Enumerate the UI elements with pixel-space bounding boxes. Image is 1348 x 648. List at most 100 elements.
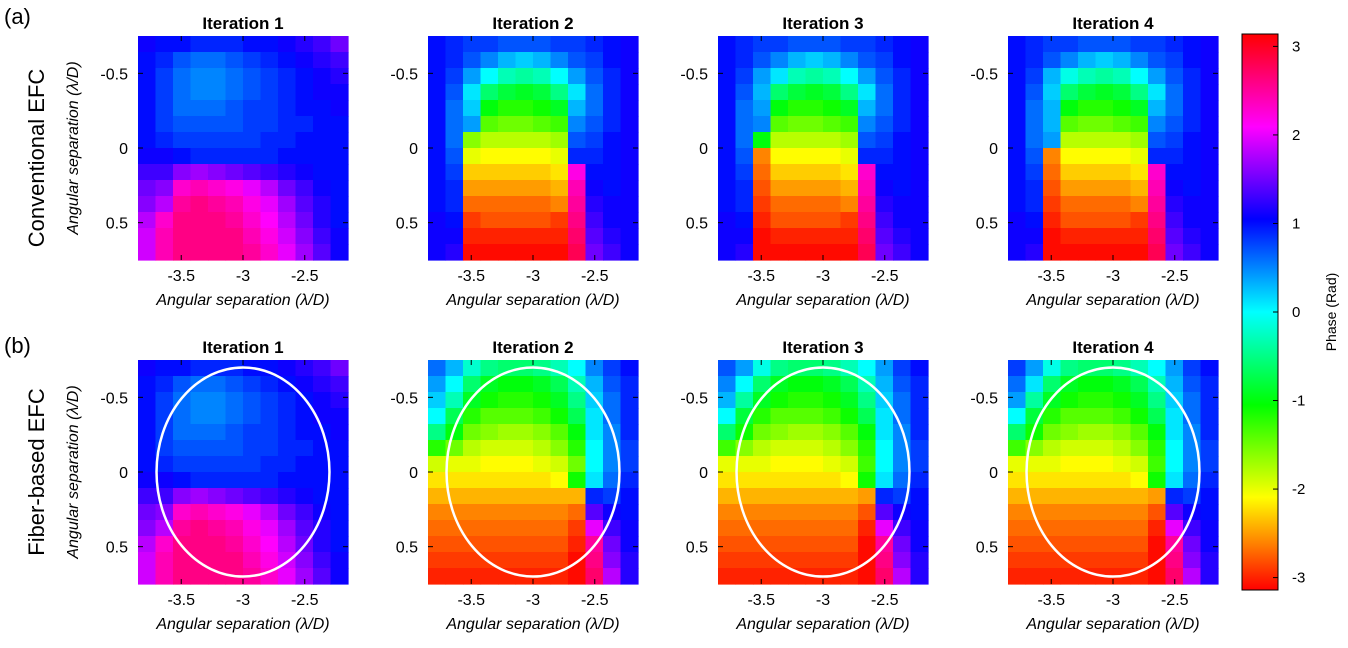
heatmap-cell — [805, 84, 824, 101]
heatmap-cell — [718, 552, 737, 569]
panels-group: -3.5 -3 -2.5 -0.5 0 0.5 Iteration 1 Angular sep… — [65, 14, 1219, 633]
heatmap-cell — [243, 472, 262, 489]
heatmap-cell — [533, 520, 552, 537]
heatmap-cell — [1025, 392, 1044, 409]
heatmap-cell — [190, 180, 209, 197]
heatmap-cell — [1095, 180, 1114, 197]
heatmap-cell — [260, 212, 279, 229]
heatmap-cell — [515, 488, 534, 505]
heatmap-cell — [243, 180, 262, 197]
heatmap-cell — [585, 472, 604, 489]
heatmap-cell — [620, 36, 639, 53]
heatmap-cell — [225, 520, 244, 537]
heatmap-cell — [498, 440, 517, 457]
heatmap-cell — [1200, 568, 1219, 585]
heatmap-cell — [428, 504, 447, 521]
heatmap-cell — [295, 456, 314, 473]
heatmap-cell — [875, 408, 894, 425]
heatmap-cell — [1165, 196, 1184, 213]
heatmap-cell — [875, 504, 894, 521]
heatmap-cell — [498, 504, 517, 521]
heatmap-cell — [480, 228, 499, 245]
heatmap-cell — [498, 180, 517, 197]
heatmap-cell — [498, 472, 517, 489]
heatmap-cell — [1183, 472, 1202, 489]
heatmap-cell — [190, 520, 209, 537]
heatmap-cell — [910, 568, 929, 585]
y-tick-label: 0.5 — [106, 216, 128, 233]
heatmap-cell — [718, 132, 737, 149]
heatmap-cell — [480, 472, 499, 489]
heatmap-cell — [1148, 68, 1167, 85]
heatmap-cell — [1078, 228, 1097, 245]
heatmap-cell — [1113, 36, 1132, 53]
heatmap-cell — [533, 552, 552, 569]
heatmap-cell — [1165, 424, 1184, 441]
heatmap-cell — [875, 52, 894, 69]
y-tick-label: 0 — [699, 465, 708, 482]
heatmap-cell — [1078, 244, 1097, 261]
heatmap-cell — [840, 520, 859, 537]
heatmap-cell — [173, 132, 192, 149]
heatmap-cell — [313, 100, 332, 117]
heatmap-cell — [753, 472, 772, 489]
heatmap-cell — [1200, 504, 1219, 521]
heatmap-cell — [1130, 100, 1149, 117]
heatmap-cell — [278, 100, 297, 117]
heatmap-panel: -3.5 -3 -2.5 -0.5 0 0.5 Iteration 1 Angular sep… — [65, 338, 349, 633]
heatmap-cell — [788, 504, 807, 521]
heatmap-cell — [278, 132, 297, 149]
heatmap-cell — [875, 148, 894, 165]
heatmap-cell — [1165, 360, 1184, 377]
heatmap-cell — [823, 132, 842, 149]
heatmap-cell — [1078, 36, 1097, 53]
x-tick-label: -3 — [526, 592, 540, 609]
heatmap-cell — [788, 116, 807, 133]
heatmap-cell — [533, 456, 552, 473]
heatmap-cell — [568, 472, 587, 489]
heatmap-cell — [463, 164, 482, 181]
heatmap-cell — [1008, 148, 1027, 165]
heatmap-cell — [1130, 536, 1149, 553]
heatmap-cell — [515, 196, 534, 213]
heatmap-cell — [1060, 504, 1079, 521]
heatmap-cell — [603, 376, 622, 393]
heatmap-cell — [1200, 180, 1219, 197]
heatmap-cell — [1200, 552, 1219, 569]
x-tick-label: -3.5 — [747, 268, 775, 285]
heatmap-cell — [313, 552, 332, 569]
heatmap-cell — [1148, 132, 1167, 149]
heatmap-cell — [428, 552, 447, 569]
heatmap-cell — [1095, 440, 1114, 457]
heatmap-cell — [1060, 488, 1079, 505]
heatmap-cell — [858, 424, 877, 441]
heatmap-cell — [1025, 504, 1044, 521]
heatmap-cell — [753, 116, 772, 133]
heatmap-cell — [313, 392, 332, 409]
heatmap-cell — [463, 52, 482, 69]
heatmap-cell — [1043, 440, 1062, 457]
heatmap-cell — [788, 84, 807, 101]
heatmap-cell — [1060, 360, 1079, 377]
heatmap-cell — [840, 504, 859, 521]
heatmap-cell — [1113, 376, 1132, 393]
heatmap-cell — [1148, 488, 1167, 505]
heatmap-cell — [753, 488, 772, 505]
colorbar-tick-label: -1 — [1292, 393, 1305, 410]
heatmap-cell — [735, 68, 754, 85]
heatmap-cell — [173, 244, 192, 261]
heatmap-cell — [1025, 148, 1044, 165]
heatmap-cell — [533, 164, 552, 181]
heatmap-cell — [910, 456, 929, 473]
heatmap-cell — [858, 84, 877, 101]
heatmap-cell — [1200, 84, 1219, 101]
y-tick-label: -0.5 — [970, 390, 998, 407]
heatmap-cell — [515, 100, 534, 117]
heatmap-cell — [620, 116, 639, 133]
heatmap-cell — [208, 212, 227, 229]
heatmap-cell — [910, 148, 929, 165]
heatmap-cell — [480, 408, 499, 425]
heatmap-cell — [533, 68, 552, 85]
heatmap-cell — [1200, 424, 1219, 441]
